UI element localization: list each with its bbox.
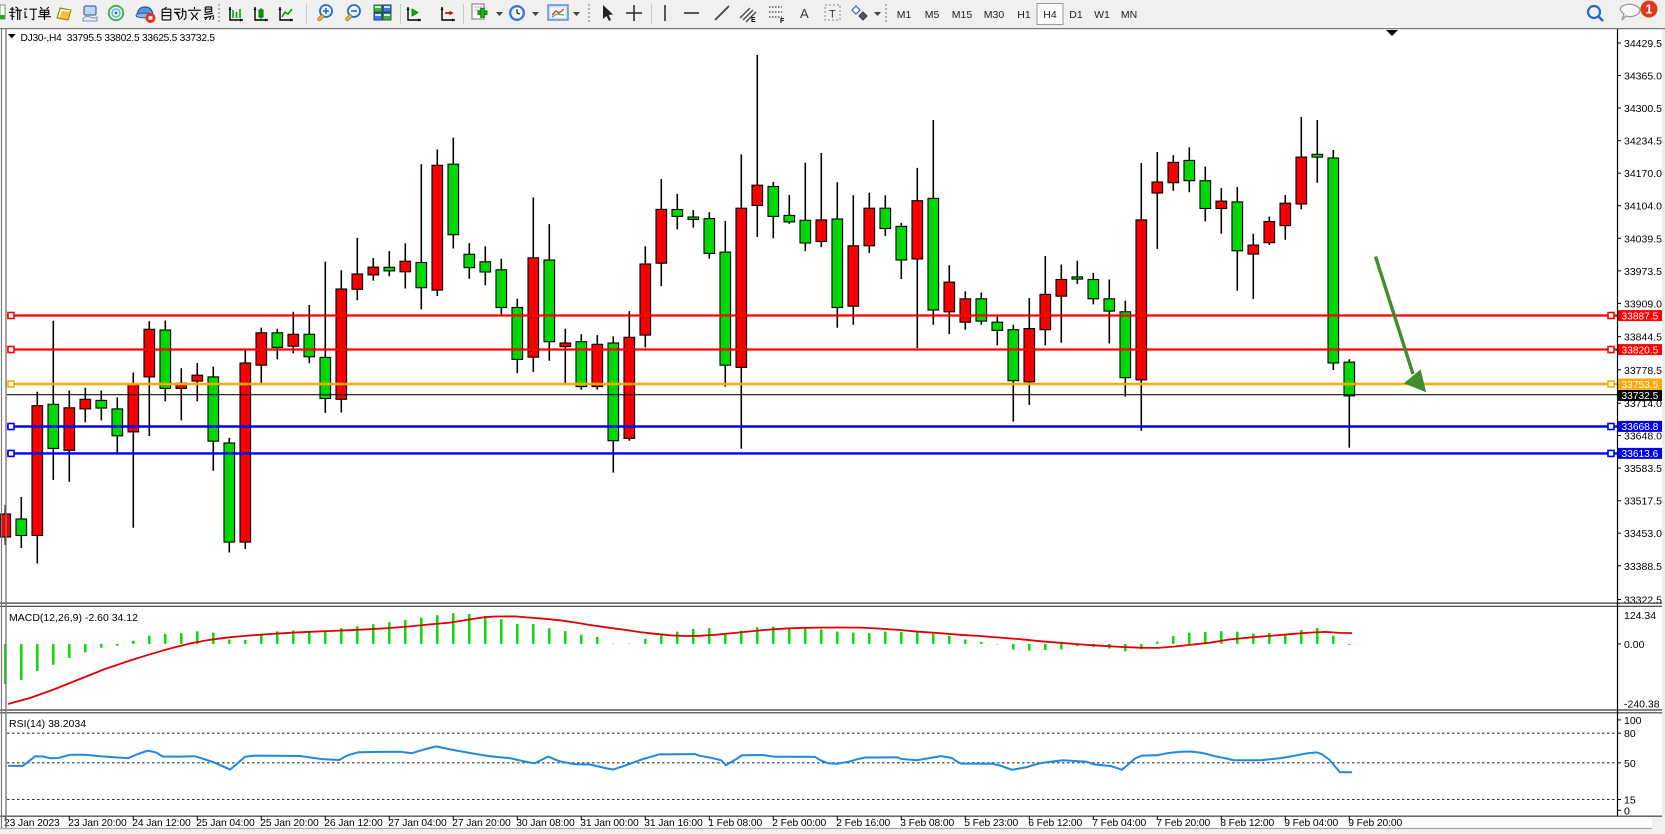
svg-text:-240.38: -240.38: [1624, 699, 1660, 711]
svg-text:33613.6: 33613.6: [1622, 449, 1659, 460]
svg-text:3 Feb 08:00: 3 Feb 08:00: [900, 818, 954, 829]
svg-text:W1: W1: [1094, 9, 1110, 21]
svg-text:34104.0: 34104.0: [1624, 201, 1662, 213]
svg-text:M15: M15: [952, 9, 973, 21]
svg-text:5 Feb 23:00: 5 Feb 23:00: [964, 818, 1018, 829]
svg-text:31 Jan 16:00: 31 Jan 16:00: [644, 818, 703, 829]
svg-text:27 Jan 20:00: 27 Jan 20:00: [452, 818, 511, 829]
svg-text:80: 80: [1624, 728, 1636, 740]
svg-text:33668.8: 33668.8: [1622, 422, 1659, 433]
svg-text:24 Jan 12:00: 24 Jan 12:00: [132, 818, 191, 829]
svg-text:34234.5: 34234.5: [1624, 136, 1662, 148]
svg-text:1 Feb 08:00: 1 Feb 08:00: [708, 818, 762, 829]
svg-text:9 Feb 04:00: 9 Feb 04:00: [1284, 818, 1338, 829]
svg-text:50: 50: [1624, 758, 1636, 770]
svg-text:25 Jan 04:00: 25 Jan 04:00: [196, 818, 255, 829]
svg-text:33732.5: 33732.5: [1622, 391, 1659, 402]
svg-text:DJ30-,H4 33795.5 33802.5 3362: DJ30-,H4 33795.5 33802.5 33625.5 33732.5: [21, 33, 216, 44]
svg-text:34170.0: 34170.0: [1624, 168, 1662, 180]
svg-text:124.34: 124.34: [1624, 610, 1656, 622]
svg-text:33909.0: 33909.0: [1624, 298, 1662, 310]
svg-text:T: T: [829, 9, 836, 21]
svg-text:MACD(12,26,9) -2.60 34.12: MACD(12,26,9) -2.60 34.12: [9, 612, 138, 624]
svg-text:A: A: [800, 6, 809, 21]
svg-text:26 Jan 12:00: 26 Jan 12:00: [324, 818, 383, 829]
svg-text:30 Jan 08:00: 30 Jan 08:00: [516, 818, 575, 829]
svg-text:H1: H1: [1017, 9, 1031, 21]
svg-text:33887.5: 33887.5: [1622, 311, 1659, 322]
svg-text:23 Jan 2023: 23 Jan 2023: [4, 818, 60, 829]
svg-text:34039.5: 34039.5: [1624, 233, 1662, 245]
svg-text:27 Jan 04:00: 27 Jan 04:00: [388, 818, 447, 829]
svg-text:33820.5: 33820.5: [1622, 345, 1659, 356]
svg-text:33714.0: 33714.0: [1624, 398, 1662, 410]
svg-text:D1: D1: [1069, 9, 1083, 21]
svg-text:25 Jan 20:00: 25 Jan 20:00: [260, 818, 319, 829]
svg-text:6 Feb 12:00: 6 Feb 12:00: [1028, 818, 1082, 829]
svg-text:33453.0: 33453.0: [1624, 528, 1662, 540]
svg-text:2 Feb 00:00: 2 Feb 00:00: [772, 818, 826, 829]
svg-text:MN: MN: [1121, 9, 1137, 21]
svg-text:100: 100: [1624, 715, 1642, 727]
svg-text:34429.5: 34429.5: [1624, 38, 1662, 50]
svg-text:M5: M5: [925, 9, 940, 21]
svg-text:33517.5: 33517.5: [1624, 496, 1662, 508]
svg-text:1: 1: [1646, 3, 1653, 17]
svg-text:31 Jan 00:00: 31 Jan 00:00: [580, 818, 639, 829]
svg-text:33648.0: 33648.0: [1624, 431, 1662, 443]
svg-text:0.00: 0.00: [1624, 639, 1645, 651]
svg-text:RSI(14) 38.2034: RSI(14) 38.2034: [9, 718, 86, 730]
svg-text:M30: M30: [984, 9, 1005, 21]
svg-text:33753.5: 33753.5: [1622, 380, 1659, 391]
svg-text:34365.0: 34365.0: [1624, 71, 1662, 83]
svg-text:M1: M1: [897, 9, 912, 21]
svg-text:0: 0: [1624, 805, 1630, 817]
svg-text:33583.5: 33583.5: [1624, 463, 1662, 475]
svg-text:E: E: [751, 17, 756, 24]
svg-text:33844.5: 33844.5: [1624, 332, 1662, 344]
svg-text:23 Jan 20:00: 23 Jan 20:00: [68, 818, 127, 829]
svg-text:7 Feb 04:00: 7 Feb 04:00: [1092, 818, 1146, 829]
svg-text:H4: H4: [1043, 9, 1057, 21]
svg-text:9 Feb 20:00: 9 Feb 20:00: [1348, 818, 1402, 829]
svg-text:33388.5: 33388.5: [1624, 561, 1662, 573]
svg-text:33778.5: 33778.5: [1624, 365, 1662, 377]
svg-text:7 Feb 20:00: 7 Feb 20:00: [1156, 818, 1210, 829]
svg-text:33973.5: 33973.5: [1624, 266, 1662, 278]
svg-text:15: 15: [1624, 795, 1636, 807]
svg-text:2 Feb 16:00: 2 Feb 16:00: [836, 818, 890, 829]
svg-text:34300.5: 34300.5: [1624, 103, 1662, 115]
svg-text:8 Feb 12:00: 8 Feb 12:00: [1220, 818, 1274, 829]
svg-text:F: F: [780, 18, 785, 25]
svg-text:33322.5: 33322.5: [1624, 595, 1662, 607]
